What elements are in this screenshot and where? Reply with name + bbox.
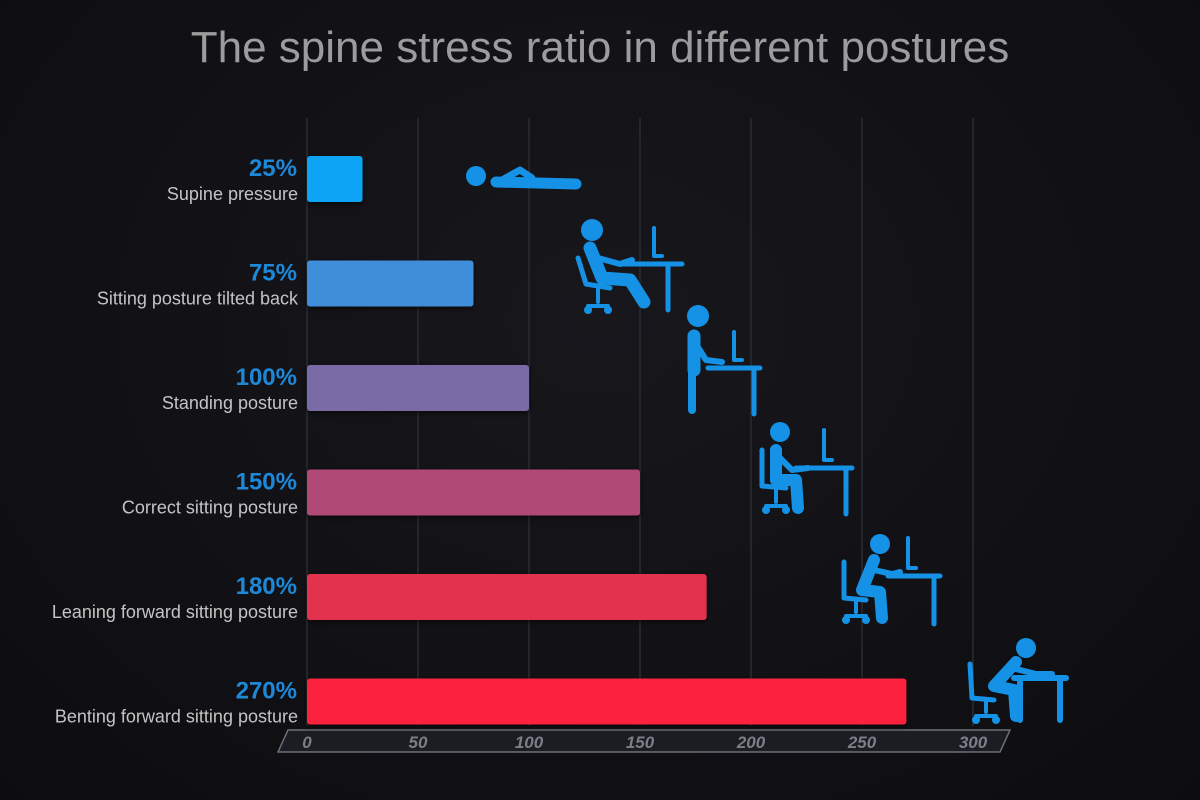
lying-person-icon [466,166,582,190]
upright-sitting-at-desk-icon [759,422,855,517]
bar-5 [307,574,707,620]
category-label-5: Leaning forward sitting posture [52,602,298,622]
category-label-2: Sitting posture tilted back [97,289,299,309]
category-label-6: Benting forward sitting posture [55,707,298,727]
x-tick-label-250: 250 [847,733,877,752]
value-label-4: 150% [236,469,297,496]
value-label-6: 270% [236,678,297,705]
value-label-5: 180% [236,573,297,600]
category-labels: 25%Supine pressure 75%Sitting posture til… [52,155,299,727]
x-tick-label-300: 300 [959,733,988,752]
x-tick-label-150: 150 [626,733,655,752]
bending-forward-at-desk-icon [967,638,1069,724]
bar-3 [307,365,529,411]
chart-title: The spine stress ratio in different post… [191,23,1010,72]
posture-icons [466,166,1069,724]
x-tick-label-200: 200 [736,733,766,752]
x-tick-label-50: 50 [409,733,428,752]
category-label-4: Correct sitting posture [122,498,298,518]
standing-at-desk-icon [687,305,763,417]
x-tick-label-100: 100 [515,733,544,752]
x-axis: 0 50 100 150 200 250 300 [276,729,1012,753]
x-tick-label-0: 0 [302,733,312,752]
category-label-1: Supine pressure [167,184,298,204]
reclined-sitting-at-desk-icon [575,219,685,314]
bar-6 [307,678,907,725]
value-label-2: 75% [249,260,297,287]
value-label-3: 100% [236,364,297,391]
grid-lines [306,118,974,726]
leaning-forward-at-desk-icon [841,534,943,627]
bar-1 [307,156,363,202]
bar-4 [307,469,640,516]
value-label-1: 25% [249,155,297,182]
x-axis-strip [276,729,1012,753]
bars [307,156,907,725]
bar-2 [307,260,474,307]
category-label-3: Standing posture [162,393,298,413]
